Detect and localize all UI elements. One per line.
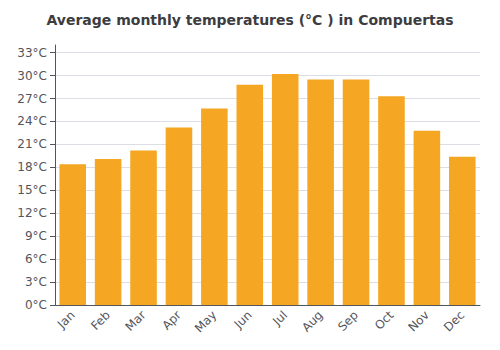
svg-text:Mar: Mar xyxy=(123,308,149,334)
svg-text:Oct: Oct xyxy=(372,308,397,333)
svg-text:18°C: 18°C xyxy=(17,160,47,174)
svg-text:Sep: Sep xyxy=(335,308,361,334)
svg-text:12°C: 12°C xyxy=(17,206,47,220)
svg-text:Jan: Jan xyxy=(54,308,78,332)
svg-text:3°C: 3°C xyxy=(25,275,47,289)
svg-text:9°C: 9°C xyxy=(25,229,47,243)
svg-text:Average monthly temperatures (: Average monthly temperatures (°C ) in Co… xyxy=(46,12,453,28)
svg-text:Aug: Aug xyxy=(299,308,325,334)
svg-text:Jul: Jul xyxy=(269,308,290,329)
svg-text:Dec: Dec xyxy=(441,308,467,334)
svg-text:15°C: 15°C xyxy=(17,183,47,197)
svg-text:Feb: Feb xyxy=(88,308,113,333)
svg-text:27°C: 27°C xyxy=(17,92,47,106)
svg-text:30°C: 30°C xyxy=(17,69,47,83)
svg-text:Apr: Apr xyxy=(159,308,184,333)
svg-text:24°C: 24°C xyxy=(17,114,47,128)
svg-text:Jun: Jun xyxy=(231,308,255,332)
svg-text:21°C: 21°C xyxy=(17,137,47,151)
svg-text:6°C: 6°C xyxy=(25,252,47,266)
svg-text:33°C: 33°C xyxy=(17,46,47,60)
svg-text:May: May xyxy=(192,308,219,335)
svg-text:Nov: Nov xyxy=(405,308,431,334)
svg-text:0°C: 0°C xyxy=(25,298,47,312)
